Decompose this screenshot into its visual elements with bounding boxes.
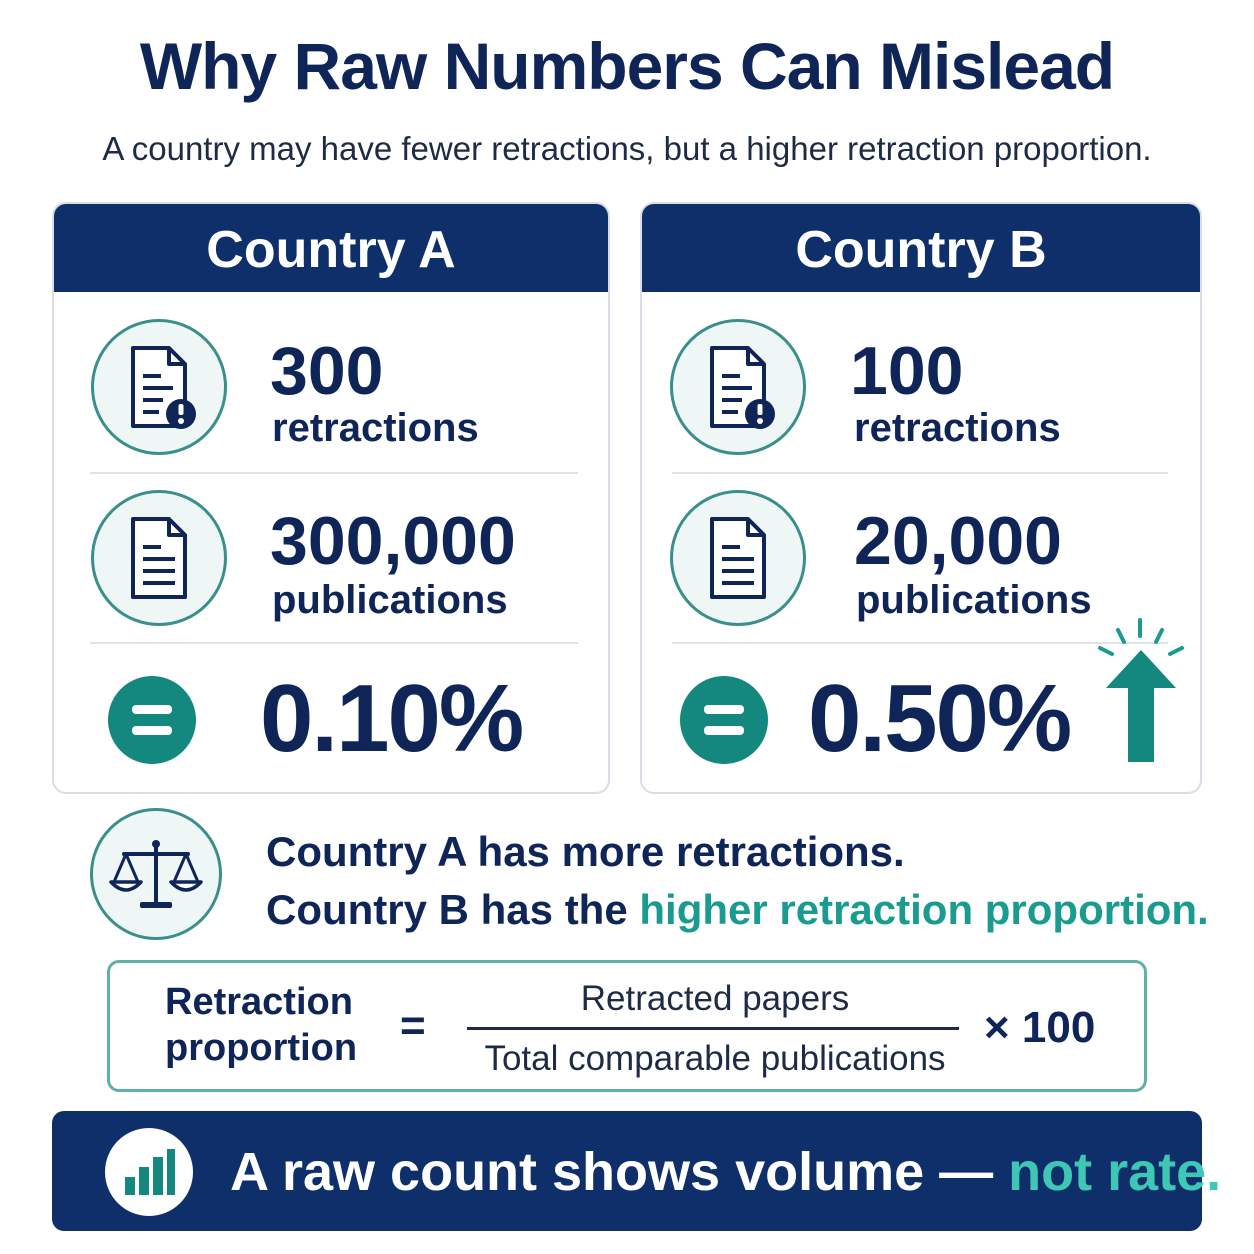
divider	[672, 472, 1168, 474]
document-alert-icon	[670, 319, 806, 455]
country-b-publications-label: publications	[856, 578, 1092, 622]
country-b-publications-value: 20,000	[854, 503, 1062, 579]
formula-equals: =	[400, 1001, 426, 1050]
takeaway-banner: A raw count shows volume — not rate.	[52, 1111, 1221, 1231]
country-a-publications-value: 300,000	[270, 503, 516, 579]
document-icon	[670, 490, 806, 626]
divider	[90, 642, 578, 644]
scale-icon	[90, 808, 222, 940]
conclusion: Country A has more retractions. Country …	[90, 808, 1209, 948]
equals-icon	[108, 676, 196, 764]
conclusion-line-2: Country B has the higher retraction prop…	[266, 886, 1209, 934]
country-a-title: Country A	[54, 204, 608, 292]
document-icon	[91, 490, 227, 626]
conclusion-highlight: higher retraction proportion.	[639, 886, 1209, 933]
divider	[672, 642, 1168, 644]
country-b-retractions-value: 100	[850, 333, 964, 409]
country-a-retractions-value: 300	[270, 333, 384, 409]
country-a-publications-label: publications	[272, 578, 508, 622]
takeaway-prefix: A raw count shows volume —	[230, 1142, 1009, 1202]
takeaway-highlight: not rate.	[1008, 1142, 1222, 1202]
conclusion-line-2-prefix: Country B has the	[266, 886, 640, 933]
divider	[90, 472, 578, 474]
formula-label-line-2: proportion	[165, 1027, 358, 1069]
page-subtitle: A country may have fewer retractions, bu…	[102, 130, 1152, 167]
formula-numerator: Retracted papers	[580, 979, 850, 1018]
formula-label-line-1: Retraction	[165, 981, 353, 1023]
formula-multiplier: × 100	[984, 1003, 1096, 1052]
country-b-card: Country B 100 retractions 20,000 publica…	[640, 202, 1202, 794]
country-a-proportion: 0.10%	[260, 665, 524, 772]
country-b-title: Country B	[642, 204, 1200, 292]
bar-chart-icon	[105, 1128, 193, 1216]
takeaway-text: A raw count shows volume — not rate.	[230, 1141, 1221, 1203]
equals-icon	[680, 676, 768, 764]
page-title: Why Raw Numbers Can Mislead	[139, 29, 1115, 103]
formula-denominator: Total comparable publications	[484, 1039, 946, 1078]
country-a-retractions-label: retractions	[272, 406, 479, 450]
conclusion-line-1: Country A has more retractions.	[266, 828, 905, 875]
formula-label: Retraction proportion	[165, 979, 357, 1071]
arrow-up-icon	[1098, 618, 1184, 762]
country-b-proportion: 0.50%	[808, 665, 1072, 772]
country-b-retractions-label: retractions	[854, 406, 1061, 450]
document-alert-icon	[91, 319, 227, 455]
fraction-bar	[467, 1027, 959, 1030]
country-a-card: Country A 300 retractions 300,000 public…	[52, 202, 610, 794]
formula-box: Retraction proportion = Retracted papers…	[107, 960, 1147, 1092]
